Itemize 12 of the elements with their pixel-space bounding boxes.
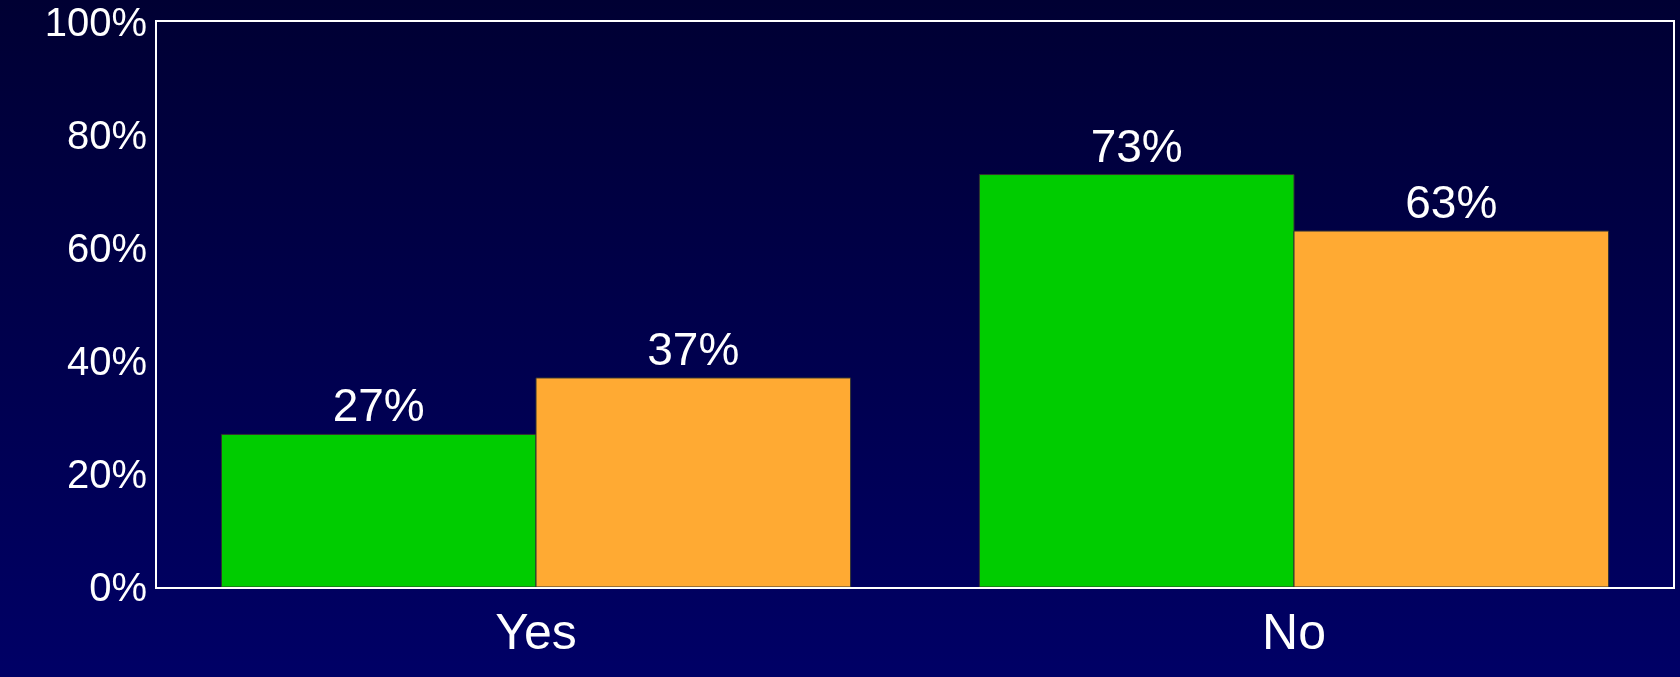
x-tick-label: Yes xyxy=(495,604,577,660)
data-label: 37% xyxy=(647,322,740,375)
x-tick-label: No xyxy=(1262,604,1326,660)
y-tick-label: 60% xyxy=(66,226,147,270)
y-tick-label: 20% xyxy=(66,452,147,496)
y-tick-label: 0% xyxy=(89,565,147,609)
y-tick-label: 80% xyxy=(66,113,147,157)
data-label: 73% xyxy=(1090,119,1183,172)
y-tick-label: 100% xyxy=(44,0,147,44)
y-tick-label: 40% xyxy=(66,339,147,383)
data-label: 27% xyxy=(332,379,425,432)
data-label: 63% xyxy=(1405,176,1498,229)
